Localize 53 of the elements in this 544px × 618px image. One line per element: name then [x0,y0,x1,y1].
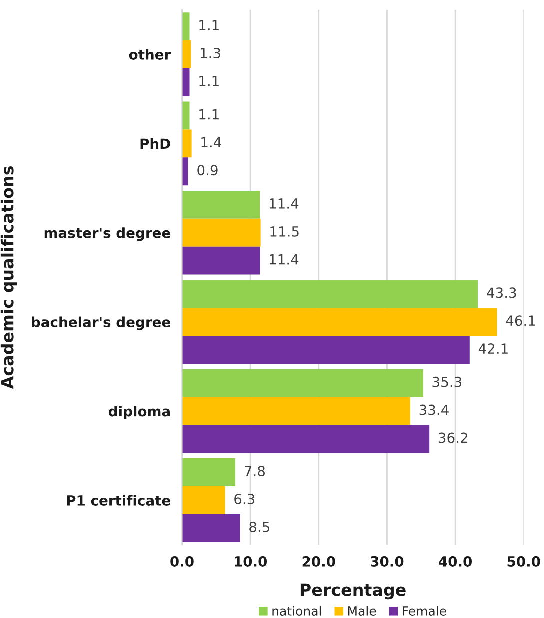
data-label: 35.3 [432,376,462,388]
bar [182,369,424,398]
bar [182,12,190,41]
y-tick-label: PhD [140,138,170,149]
bar [182,458,236,487]
bar [182,102,190,130]
x-axis-title: Percentage [300,584,406,600]
bar [182,425,430,454]
legend-label: Male [348,606,376,616]
bar [182,130,192,158]
data-label: 1.4 [202,137,222,148]
data-label: 1.3 [200,48,220,59]
y-tick-label: other [129,49,172,60]
bar [182,280,478,308]
bar [182,308,498,336]
data-label: 36.2 [438,432,468,444]
bar [182,514,240,542]
bar [182,190,260,219]
y-tick-label: bachelar's degree [32,316,170,330]
data-label: 11.4 [270,254,299,265]
bar [182,158,188,186]
x-tick-label: 50.0 [508,556,540,567]
data-label: 46.1 [506,316,536,326]
x-tick-label: 0.0 [170,556,194,567]
bar [182,336,470,364]
x-tick-label: 30.0 [371,556,404,567]
y-tick-label: master's degree [44,228,170,242]
x-tick-label: 40.0 [439,556,472,567]
data-label: 7.8 [245,466,266,477]
data-label: 11.4 [270,198,299,209]
data-label: 43.3 [487,288,516,298]
data-label: 1.1 [200,76,219,86]
data-label: 33.4 [420,404,449,416]
data-label: 0.9 [198,165,218,176]
data-label: 42.1 [478,344,508,354]
bar [182,246,260,275]
data-label: 1.1 [200,109,219,120]
x-tick-label: 10.0 [235,556,268,567]
bar [182,218,261,247]
y-axis-title: Academic qualifications [0,166,18,390]
bar [182,397,410,426]
data-label: 11.5 [270,226,299,237]
data-label: 1.1 [200,20,219,30]
bar [182,486,226,514]
bar [182,68,190,96]
legend-label: Female [403,606,446,616]
data-label: 8.5 [250,522,270,532]
y-tick-label: diploma [108,406,170,420]
data-label: 6.3 [234,494,255,505]
x-tick-label: 20.0 [302,556,336,567]
bar [182,40,192,68]
legend-label: national [272,606,322,616]
y-tick-label: P1 certificate [67,495,170,506]
